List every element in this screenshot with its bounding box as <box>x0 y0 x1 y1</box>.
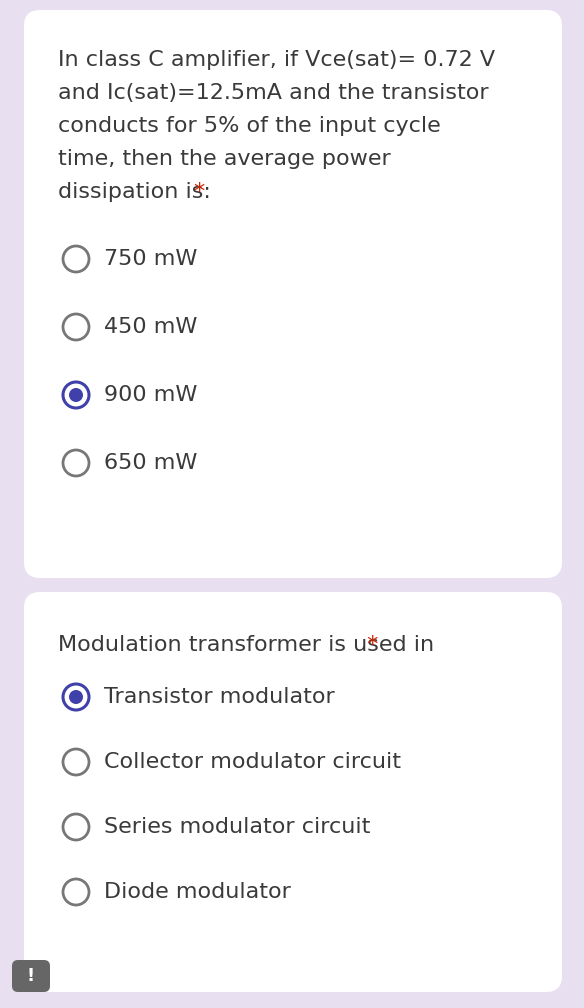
Text: dissipation is: *: dissipation is: * <box>58 182 230 202</box>
FancyBboxPatch shape <box>24 10 562 578</box>
Text: Collector modulator circuit: Collector modulator circuit <box>104 752 401 772</box>
Circle shape <box>69 388 83 402</box>
Circle shape <box>63 382 89 408</box>
Text: 650 mW: 650 mW <box>104 453 197 473</box>
Text: *: * <box>360 635 378 655</box>
Text: 900 mW: 900 mW <box>104 385 197 405</box>
Text: and Ic(sat)=12.5mA and the transistor: and Ic(sat)=12.5mA and the transistor <box>58 83 489 103</box>
Circle shape <box>63 450 89 476</box>
Text: Series modulator circuit: Series modulator circuit <box>104 817 370 837</box>
Text: dissipation is:: dissipation is: <box>58 182 211 202</box>
Text: 750 mW: 750 mW <box>104 249 197 269</box>
Text: conducts for 5% of the input cycle: conducts for 5% of the input cycle <box>58 116 441 136</box>
Circle shape <box>63 246 89 272</box>
Circle shape <box>63 814 89 840</box>
Circle shape <box>63 684 89 710</box>
Text: Transistor modulator: Transistor modulator <box>104 687 335 707</box>
Text: In class C amplifier, if Vce(sat)= 0.72 V: In class C amplifier, if Vce(sat)= 0.72 … <box>58 50 495 70</box>
Text: 450 mW: 450 mW <box>104 317 197 337</box>
Text: time, then the average power: time, then the average power <box>58 149 391 169</box>
Circle shape <box>69 690 83 704</box>
Text: !: ! <box>27 967 35 985</box>
FancyBboxPatch shape <box>24 592 562 992</box>
Circle shape <box>63 749 89 775</box>
Circle shape <box>63 314 89 340</box>
FancyBboxPatch shape <box>12 960 50 992</box>
Text: Diode modulator: Diode modulator <box>104 882 291 902</box>
Text: *: * <box>193 182 204 202</box>
Text: Modulation transformer is used in: Modulation transformer is used in <box>58 635 434 655</box>
Circle shape <box>63 879 89 905</box>
